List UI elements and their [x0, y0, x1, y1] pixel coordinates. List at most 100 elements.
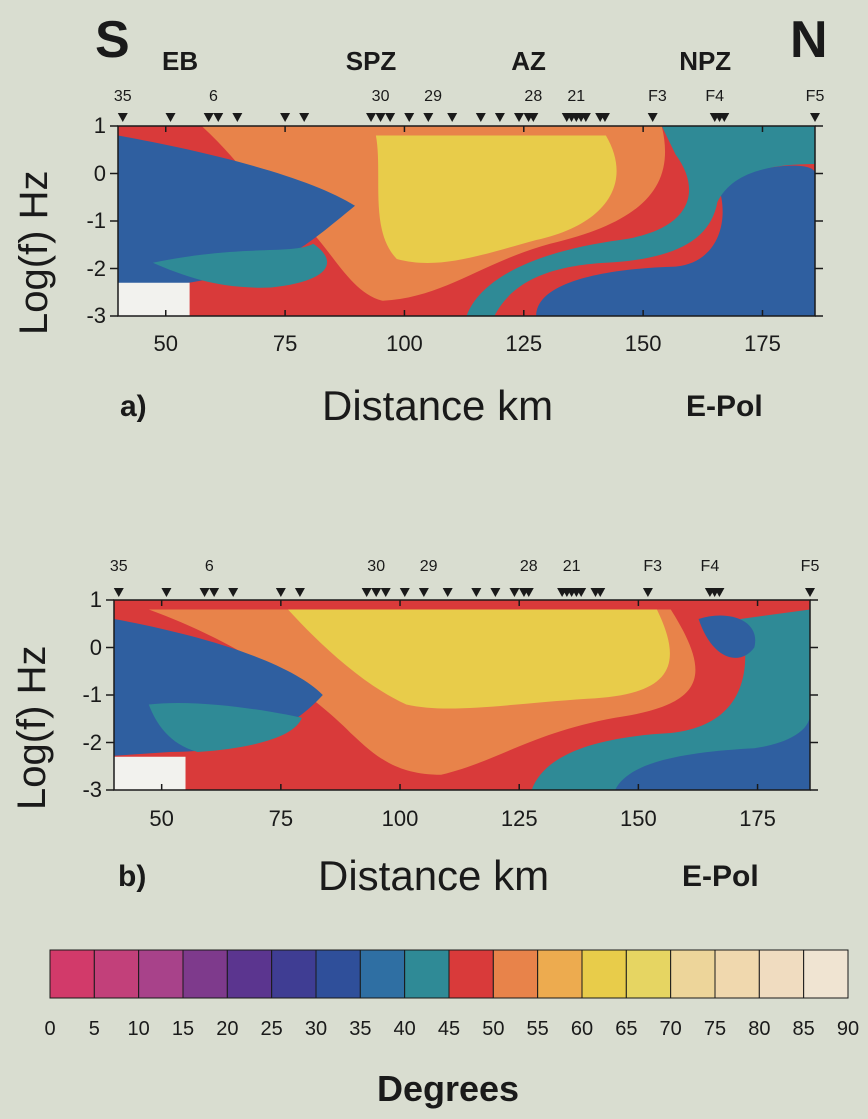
- station-marker: [642, 588, 653, 597]
- colorbar-tick-label: 50: [482, 1018, 505, 1040]
- colorbar-swatch: [271, 949, 317, 999]
- station-marker: [161, 588, 172, 597]
- colorbar-swatch: [404, 949, 450, 999]
- colorbar-swatch: [93, 949, 140, 999]
- colorbar-swatch: [670, 949, 716, 999]
- station-label: F3: [643, 558, 663, 575]
- colorbar-swatch: [492, 949, 539, 999]
- contour-map: [118, 126, 815, 316]
- region-label: NPZ: [679, 46, 732, 76]
- station-marker: [576, 588, 587, 597]
- station-marker: [371, 588, 382, 597]
- colorbar-swatch: [359, 949, 406, 999]
- station-marker: [199, 588, 210, 597]
- panel-a-plot: [110, 113, 823, 317]
- colorbar-tick-label: 45: [437, 1018, 461, 1040]
- station-label: 6: [209, 88, 218, 105]
- x-tick-label: 175: [744, 331, 781, 356]
- colorbar-swatch: [581, 949, 627, 999]
- station-marker: [117, 113, 128, 122]
- station-label: 21: [567, 88, 586, 105]
- station-marker: [580, 113, 591, 122]
- colorbar-swatch: [537, 949, 583, 999]
- station-marker: [490, 588, 501, 597]
- band-teal-left: [152, 243, 328, 288]
- station-marker: [647, 113, 658, 122]
- region-label: EB: [161, 46, 199, 76]
- panel-b-label: b): [118, 860, 147, 893]
- station-marker: [113, 588, 124, 597]
- blank-region: [114, 756, 186, 790]
- station-marker: [299, 113, 310, 122]
- colorbar-swatch: [803, 949, 849, 999]
- station-marker: [595, 588, 606, 597]
- station-marker: [213, 113, 224, 122]
- colorbar-tick-label: 85: [792, 1018, 815, 1040]
- station-label: 21: [562, 558, 581, 575]
- colorbar-swatch: [448, 949, 494, 999]
- colorbar-swatch: [226, 949, 273, 999]
- station-marker: [447, 113, 458, 122]
- station-label: 28: [519, 558, 538, 575]
- panel-b-polarization: E-Pol: [682, 860, 759, 893]
- colorbar-swatch: [49, 949, 95, 999]
- station-marker: [228, 588, 239, 597]
- x-tick-label: 75: [268, 806, 294, 831]
- station-marker: [509, 588, 520, 597]
- station-marker: [294, 588, 305, 597]
- station-marker: [442, 588, 453, 597]
- x-tick-label: 50: [149, 806, 174, 831]
- colorbar-tick-label: 25: [260, 1018, 283, 1040]
- y-tick-label: 1: [89, 587, 102, 612]
- colorbar-tick-label: 80: [748, 1018, 771, 1040]
- station-label: 35: [113, 88, 132, 105]
- colorbar-tick-label: 20: [216, 1018, 239, 1040]
- x-tick-label: 50: [153, 331, 178, 356]
- colorbar-tick-label: 65: [615, 1018, 638, 1040]
- station-label: 29: [424, 88, 442, 105]
- station-marker: [528, 113, 539, 122]
- station-marker: [380, 588, 391, 597]
- x-tick-label: 100: [381, 806, 419, 831]
- colorbar-title: Degrees: [376, 1068, 520, 1109]
- station-marker: [385, 113, 396, 122]
- y-tick-label: 1: [93, 113, 106, 138]
- region-label: AZ: [511, 46, 546, 76]
- station-marker: [275, 588, 286, 597]
- y-tick-label: -1: [86, 208, 106, 233]
- x-tick-label: 125: [505, 331, 543, 356]
- panel-b-xlabel: Distance km: [318, 852, 550, 899]
- colorbar-swatch: [714, 949, 760, 999]
- colorbar-swatch: [315, 949, 361, 999]
- station-marker: [366, 113, 377, 122]
- y-tick-label: -1: [82, 682, 102, 707]
- x-tick-label: 150: [624, 331, 662, 356]
- station-marker: [475, 113, 486, 122]
- y-tick-label: -3: [82, 777, 102, 802]
- station-marker: [514, 113, 525, 122]
- y-tick-label: -3: [86, 303, 106, 328]
- station-marker: [361, 588, 372, 597]
- station-label: F4: [705, 88, 725, 105]
- station-marker: [209, 588, 220, 597]
- station-label: 30: [371, 88, 390, 105]
- station-marker: [375, 113, 386, 122]
- station-label: 28: [524, 88, 543, 105]
- colorbar-tick-label: 75: [703, 1018, 727, 1040]
- band-blue-top: [698, 615, 756, 658]
- x-tick-label: 150: [620, 806, 657, 831]
- station-marker: [719, 113, 730, 122]
- y-tick-label: -2: [86, 255, 106, 281]
- band-teal-right: [531, 609, 810, 790]
- panel-a-label: a): [120, 390, 147, 423]
- x-tick-label: 100: [386, 331, 423, 356]
- band-yellow: [375, 135, 617, 263]
- station-marker: [471, 588, 482, 597]
- x-tick-label: 175: [739, 806, 776, 831]
- colorbar-tick-label: 30: [304, 1018, 328, 1040]
- station-marker: [165, 113, 176, 122]
- band-teal-right: [466, 126, 815, 316]
- station-label: F4: [700, 558, 720, 575]
- station-marker: [805, 588, 815, 597]
